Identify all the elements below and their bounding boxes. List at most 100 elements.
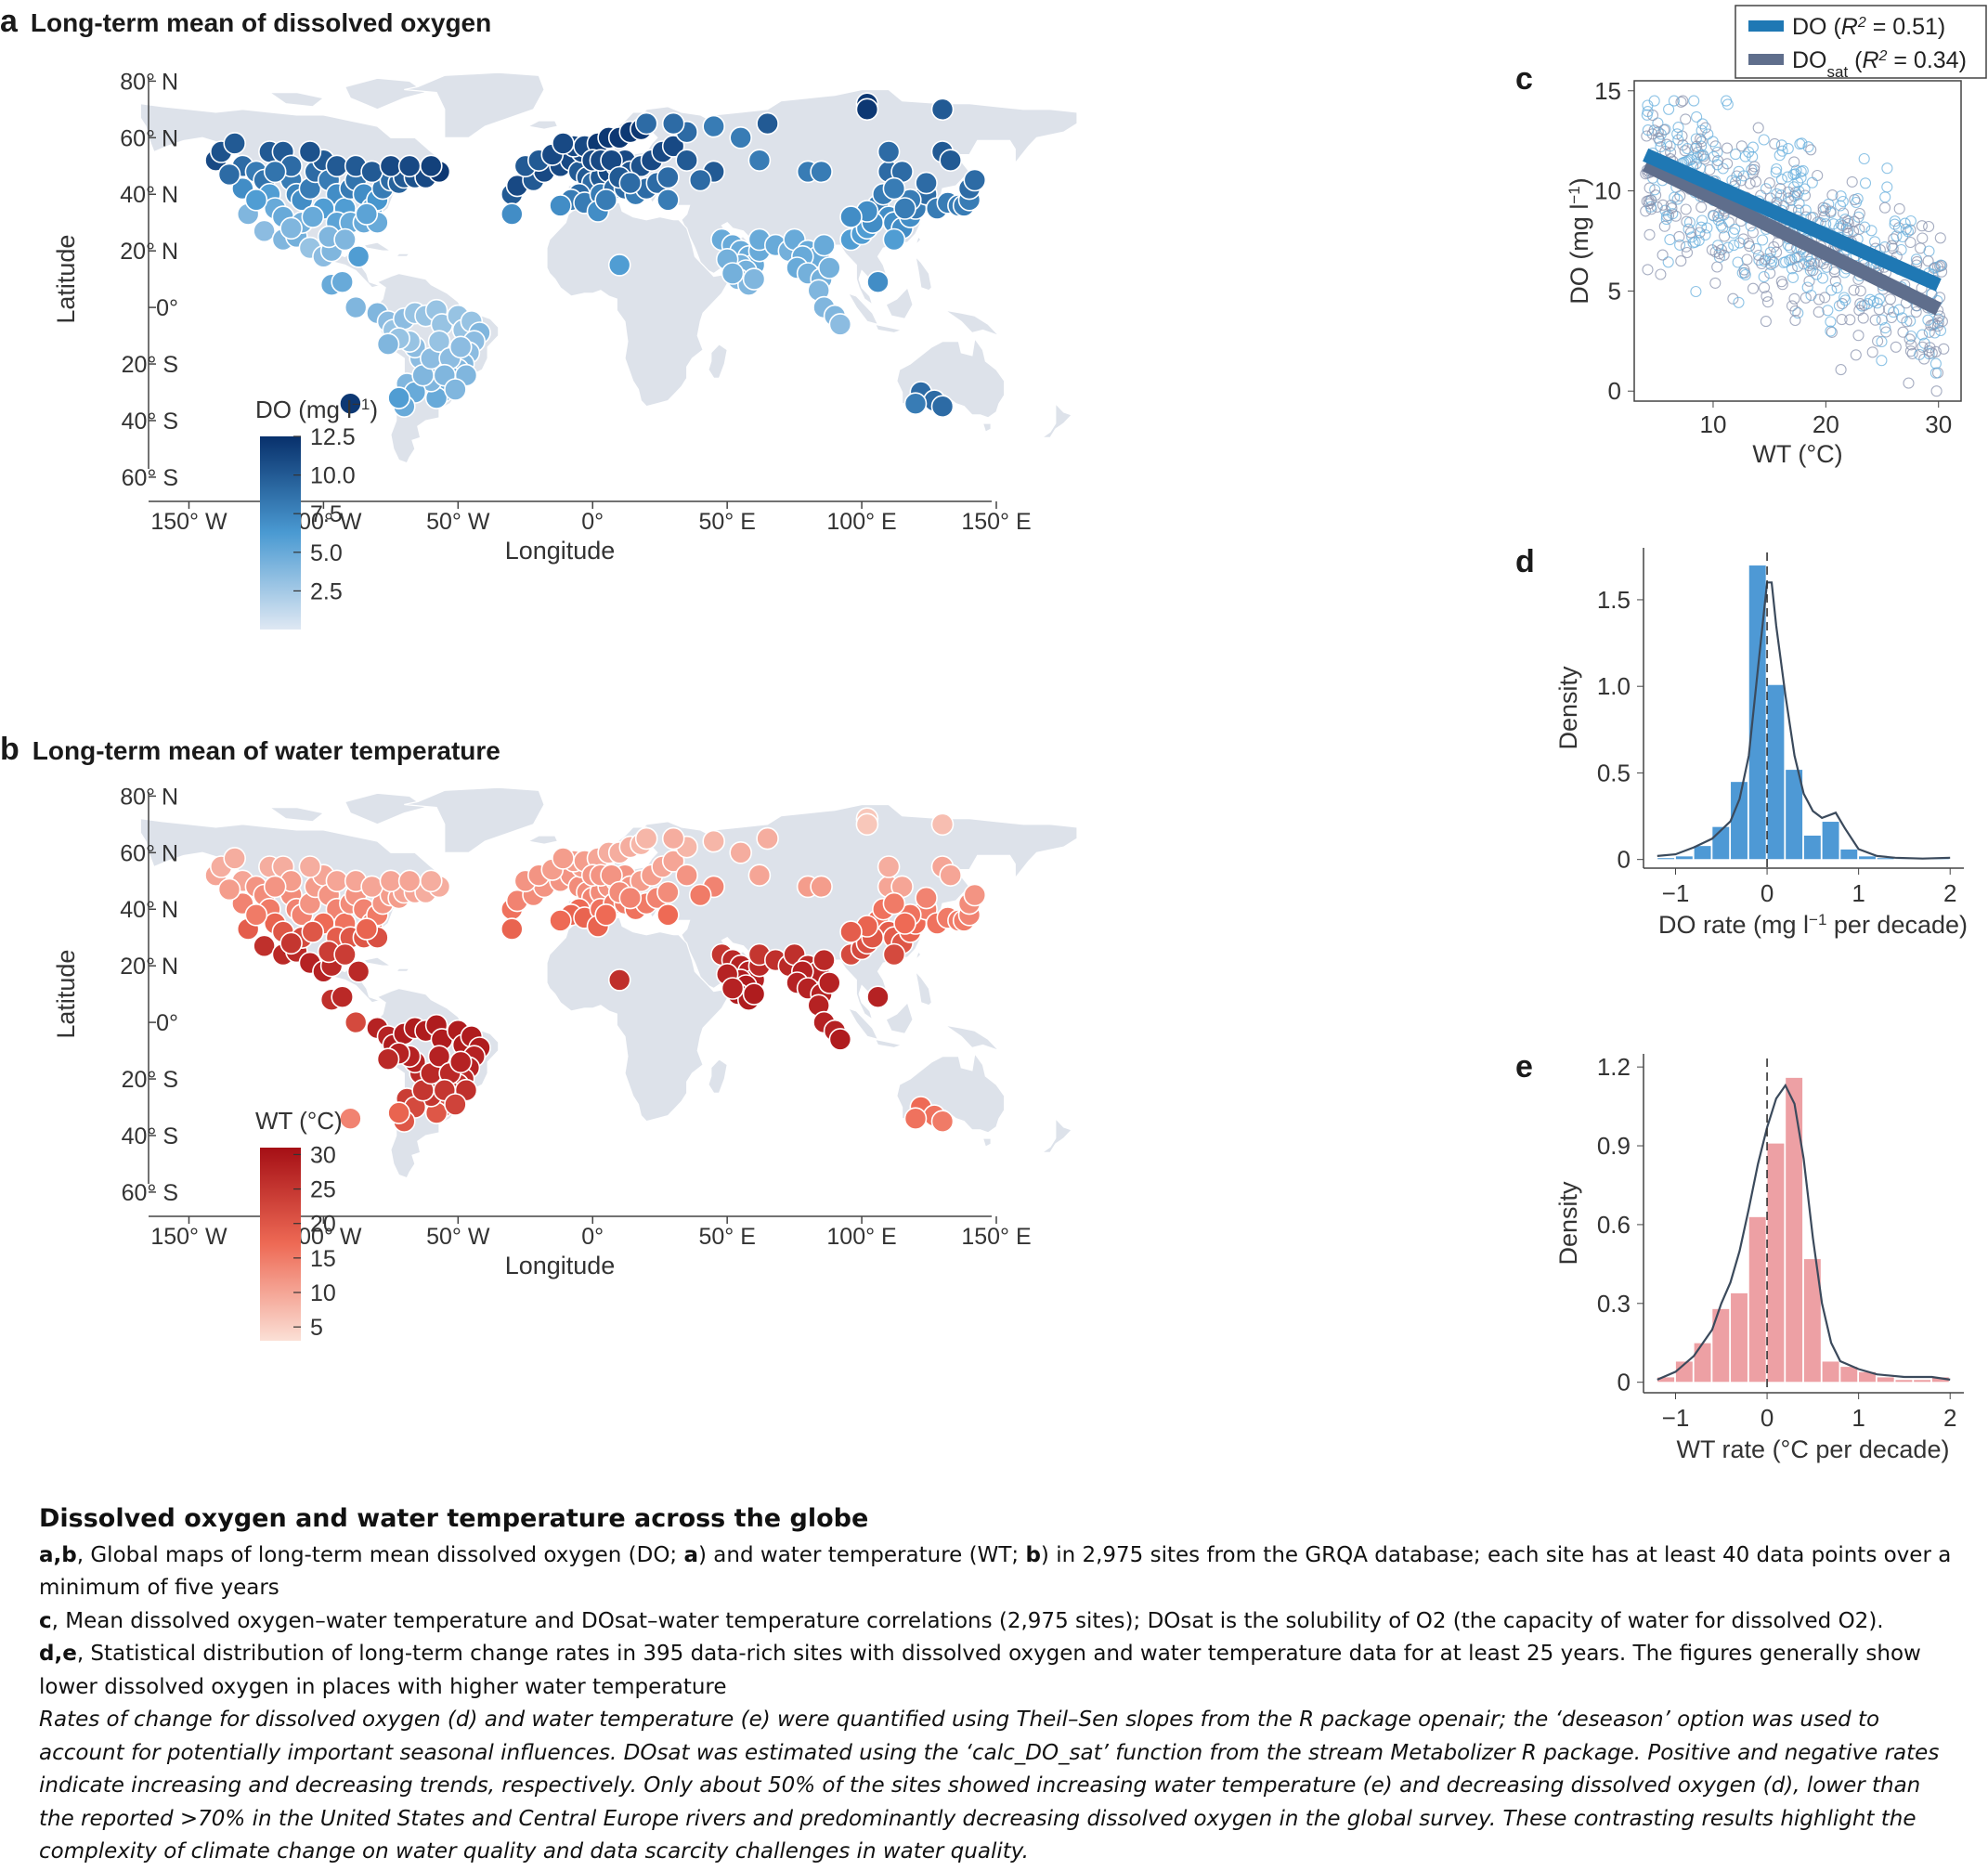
land-shape: [708, 1058, 728, 1094]
site-point: [500, 202, 524, 226]
scatter-point: [1774, 183, 1787, 195]
x-tick-label: 0°: [581, 1224, 604, 1250]
y-tick-label: 20° N: [120, 239, 178, 265]
scatter-point: [1788, 181, 1800, 193]
site-point: [882, 227, 906, 252]
figure: a Long-term mean of dissolved oxygen b Lon…: [0, 4, 1987, 1463]
scatter-point: [1852, 330, 1865, 342]
site-point: [419, 869, 443, 893]
scatter-point: [1664, 234, 1676, 246]
site-point: [688, 168, 712, 192]
scatter-point: [1707, 136, 1719, 148]
scatter-point: [1729, 223, 1741, 235]
scatter-point: [1880, 326, 1892, 338]
site-point: [828, 1028, 852, 1051]
land-shape: [267, 807, 325, 823]
y-axis-label: Density: [1554, 1181, 1582, 1266]
scatter-point: [1844, 314, 1856, 326]
site-point: [930, 97, 955, 122]
map-a: 150° W 100° W 50° W 0° 50° E 100° E 150° E80° …: [52, 69, 1078, 630]
scatter-point: [1879, 322, 1891, 334]
scatter-point: [1802, 141, 1814, 153]
scatter-point: [1758, 271, 1770, 283]
scatter-point: [1835, 218, 1847, 230]
legend-box: [1735, 5, 1987, 79]
scatter-point: [1717, 222, 1729, 234]
scatter-point: [1800, 204, 1812, 216]
site-point: [915, 886, 938, 910]
x-tick-label: 20: [1813, 410, 1839, 438]
scatter-point: [1715, 219, 1727, 231]
site-point: [263, 160, 287, 184]
colorbar: [260, 1148, 301, 1341]
site-point: [963, 168, 987, 192]
land-shape: [874, 323, 904, 334]
y-tick-label: 0.9: [1597, 1132, 1631, 1160]
x-tick-label: 0: [1761, 1404, 1774, 1432]
histogram-bar: [1913, 1379, 1931, 1383]
scatter-point: [1770, 166, 1782, 178]
scatter-point: [1801, 281, 1813, 293]
land-shape: [885, 1001, 914, 1034]
scatter-point: [1672, 122, 1684, 134]
site-point: [747, 149, 772, 172]
panel-b-title: b Long-term mean of water temperature: [0, 732, 500, 767]
y-tick-label: 5: [1608, 277, 1621, 305]
site-point: [217, 877, 241, 902]
x-tick-label: 10: [1700, 410, 1727, 438]
scatter-point: [1699, 228, 1711, 241]
x-axis-label: Longitude: [505, 1252, 616, 1279]
site-point: [828, 313, 852, 336]
colorbar-tick-label: 5: [310, 1315, 323, 1341]
histogram-bar: [1657, 857, 1675, 861]
scatter-point: [1684, 227, 1696, 239]
scatter-point: [1663, 103, 1675, 115]
scatter-point: [1795, 172, 1807, 184]
site-point: [387, 386, 410, 409]
site-point: [756, 111, 779, 136]
land-shape: [981, 422, 992, 434]
scatter-point: [1859, 177, 1872, 189]
scatter-point: [1671, 193, 1683, 205]
histogram-bar: [1803, 1258, 1822, 1383]
scatter-point: [1857, 312, 1869, 324]
scatter-point: [1677, 95, 1689, 107]
scatter-point: [1681, 246, 1694, 259]
histogram-d: −1 0 1 2 0 0.5 1.0 1.5 DO rate (mg l−1 per decad…: [1554, 548, 1968, 939]
scatter-point: [1668, 95, 1680, 107]
scatter-point: [1812, 169, 1824, 182]
scatter-point: [1741, 253, 1753, 266]
histogram-bar: [1876, 1376, 1895, 1383]
scatter-point: [1817, 201, 1829, 214]
scatter-point: [1848, 284, 1860, 296]
scatter-point: [1671, 128, 1683, 140]
scatter-point: [1923, 245, 1935, 257]
scatter-point: [1821, 261, 1833, 273]
scatter-point: [1764, 246, 1776, 258]
scatter-point: [1753, 254, 1765, 266]
scatter-point: [1891, 230, 1903, 242]
x-axis-label: WT rate (°C per decade): [1677, 1435, 1950, 1463]
scatter-point: [1833, 300, 1845, 312]
scatter-point: [1822, 305, 1834, 317]
site-point: [344, 295, 368, 319]
site-point: [360, 875, 383, 899]
scatter-point: [1888, 233, 1900, 245]
scatter-point: [1930, 357, 1942, 370]
scatter-point: [1852, 192, 1864, 205]
site-point: [500, 917, 524, 941]
histogram-bar: [1858, 855, 1877, 861]
site-point: [549, 194, 572, 217]
scatter-point: [1658, 123, 1670, 136]
y-tick-label: 0: [1608, 377, 1621, 405]
scatter-point: [1829, 275, 1841, 287]
panel-d-letter: d: [1515, 544, 1535, 579]
scatter-point: [1865, 225, 1878, 237]
site-point: [427, 330, 451, 354]
x-axis-label: Longitude: [505, 537, 616, 565]
scatter-point: [1886, 311, 1898, 324]
y-tick-label: 0: [1618, 1369, 1631, 1396]
histogram-bar: [1785, 769, 1803, 861]
x-tick-label: 30: [1925, 410, 1952, 438]
y-tick-label: 0: [1618, 846, 1631, 874]
